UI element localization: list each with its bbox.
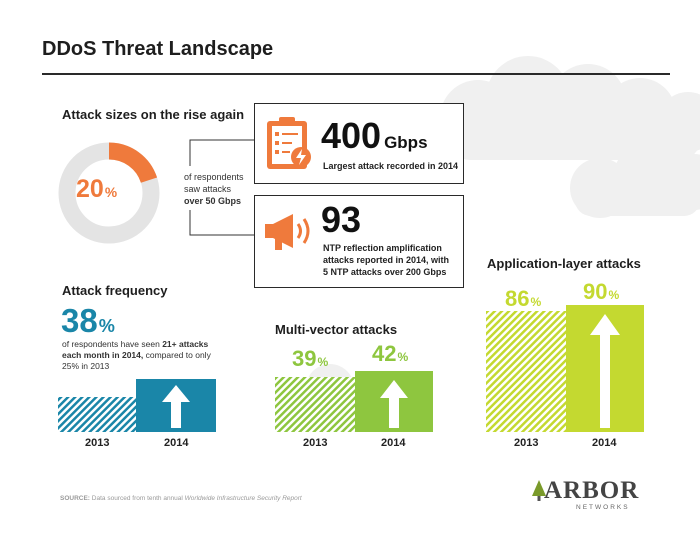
frequency-caption-b: 21+ attacks — [162, 339, 209, 349]
clipboard-lightning-icon — [267, 117, 311, 169]
frequency-percentage: 38% — [61, 304, 115, 337]
multivector-2013-value: 39 — [292, 346, 317, 371]
application-2013-percentage: 86% — [505, 288, 541, 310]
donut-caption-line-2: saw attacks — [184, 184, 232, 194]
multivector-year-2014: 2014 — [381, 437, 406, 449]
multivector-2013-unit: % — [317, 355, 329, 369]
frequency-bar-2013 — [58, 397, 136, 432]
multivector-bar-2013 — [275, 377, 355, 432]
donut-unit: % — [104, 185, 118, 200]
application-2013-value: 86 — [505, 286, 530, 311]
arbor-networks-logo: ARBOR NETWORKS — [532, 478, 652, 518]
largest-attack-value: 400 — [321, 115, 382, 156]
tree-icon — [532, 480, 546, 501]
multivector-heading: Multi-vector attacks — [275, 322, 398, 337]
frequency-caption-e: 25% in 2013 — [62, 361, 110, 371]
application-up-arrow-icon — [590, 314, 620, 428]
application-2013-unit: % — [530, 295, 542, 309]
frequency-caption-c: each month in 2014, — [62, 350, 144, 360]
source-text: Data sourced from tenth annual — [89, 495, 185, 502]
multivector-2013-percentage: 39% — [292, 348, 328, 370]
multivector-bars — [275, 371, 433, 432]
source-note: SOURCE: Data sourced from tenth annual W… — [60, 495, 302, 502]
largest-attack-card: 400 Gbps Largest attack recorded in 2014 — [254, 103, 464, 184]
ntp-caption-line-1: NTP reflection amplification — [323, 243, 442, 253]
application-bars — [486, 305, 644, 432]
donut-arc — [58, 142, 160, 244]
logo-name: ARBOR — [544, 477, 640, 504]
application-heading: Application-layer attacks — [487, 256, 641, 271]
attack-sizes-heading: Attack sizes on the rise again — [62, 107, 245, 122]
respondents-donut — [58, 142, 160, 244]
multivector-year-2013: 2013 — [303, 437, 328, 449]
frequency-heading: Attack frequency — [62, 283, 168, 298]
donut-caption-line-3: over 50 Gbps — [184, 196, 242, 206]
largest-attack-value-row: 400 Gbps — [321, 118, 428, 154]
ntp-attacks-caption: NTP reflection amplification attacks rep… — [323, 242, 449, 278]
largest-attack-unit: Gbps — [384, 133, 428, 152]
source-report: Worldwide Infrastructure Security Report — [184, 495, 302, 502]
ntp-attacks-value: 93 — [321, 199, 362, 240]
ntp-attacks-card: 93 NTP reflection amplification attacks … — [254, 195, 464, 288]
ntp-caption-line-3: 5 NTP attacks over 200 Gbps — [323, 267, 447, 277]
frequency-year-2014: 2014 — [164, 437, 189, 449]
ntp-caption-line-2: attacks reported in 2014, with — [323, 255, 450, 265]
frequency-year-2013: 2013 — [85, 437, 110, 449]
frequency-caption-d: compared to only — [143, 350, 211, 360]
frequency-caption: of respondents have seen 21+ attacks eac… — [62, 339, 262, 372]
application-2014-percentage: 90% — [583, 281, 619, 303]
donut-caption-line-1: of respondents — [184, 172, 244, 182]
frequency-caption-a: of respondents have seen — [62, 339, 163, 349]
frequency-up-arrow-icon — [162, 385, 190, 428]
frequency-value: 38 — [61, 302, 98, 339]
application-year-2014: 2014 — [592, 437, 617, 449]
multivector-2014-value: 42 — [372, 341, 397, 366]
logo-tagline: NETWORKS — [576, 504, 630, 511]
application-year-2013: 2013 — [514, 437, 539, 449]
largest-attack-caption: Largest attack recorded in 2014 — [323, 161, 459, 171]
application-2014-value: 90 — [583, 279, 608, 304]
megaphone-icon — [265, 214, 310, 250]
application-bar-2013 — [486, 311, 566, 432]
donut-caption: of respondents saw attacks over 50 Gbps — [184, 171, 244, 207]
page-title: DDoS Threat Landscape — [42, 38, 274, 60]
connector-lines — [189, 139, 255, 236]
multivector-2014-percentage: 42% — [372, 343, 408, 365]
application-2014-unit: % — [608, 288, 620, 302]
frequency-bars — [58, 379, 216, 432]
title-divider — [42, 73, 670, 75]
frequency-unit: % — [98, 316, 115, 336]
donut-percentage: 20% — [76, 177, 117, 202]
source-label: SOURCE: — [60, 495, 90, 502]
donut-value: 20 — [76, 175, 104, 203]
multivector-2014-unit: % — [397, 350, 409, 364]
multivector-up-arrow-icon — [380, 380, 408, 428]
